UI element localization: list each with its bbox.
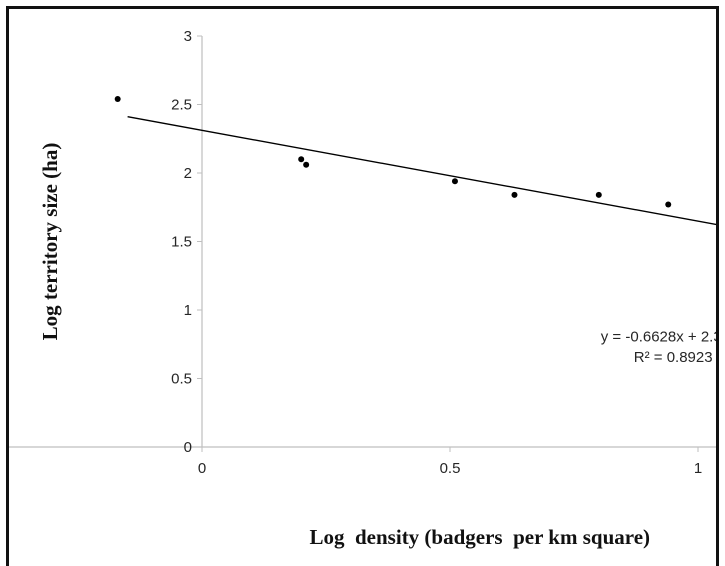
data-points: [114, 96, 672, 208]
x-tick-label: 0.5: [440, 460, 461, 477]
y-tick-label: 0.5: [171, 371, 192, 388]
y-tick-label: 2.5: [171, 97, 192, 114]
y-tick-label: 0: [184, 439, 192, 456]
data-point: [303, 161, 310, 168]
y-tick-label: 2: [184, 165, 192, 182]
tick-labels: -0.500.511.5200.511.522.53: [171, 28, 702, 477]
y-tick-label: 3: [184, 28, 192, 45]
data-point: [511, 191, 518, 198]
trendline-equation: y = -0.6628x + 2.3115: [601, 329, 716, 346]
y-axis-title: Log territory size (ha): [38, 143, 62, 341]
trendline-group: [127, 116, 716, 226]
data-point: [665, 201, 672, 208]
x-tick-label: 0: [198, 460, 206, 477]
data-point: [595, 191, 602, 198]
trendline: [127, 116, 716, 226]
chart-frame: -0.500.511.5200.511.522.53 y = -0.6628x …: [6, 6, 719, 566]
data-point: [298, 156, 305, 163]
y-tick-label: 1.5: [171, 234, 192, 251]
data-point: [114, 96, 121, 103]
scatter-chart: -0.500.511.5200.511.522.53 y = -0.6628x …: [9, 28, 716, 549]
trendline-r-squared: R² = 0.8923: [634, 349, 713, 366]
y-tick-label: 1: [184, 302, 192, 319]
x-tick-label: 1: [694, 460, 702, 477]
data-point: [451, 178, 458, 185]
axes: [9, 35, 716, 452]
x-axis-title: Log density (badgers per km square): [310, 525, 651, 549]
